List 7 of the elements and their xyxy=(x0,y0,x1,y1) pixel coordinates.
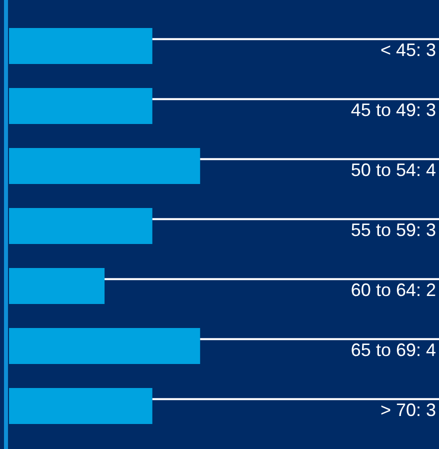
data-label: 50 to 54: 4 xyxy=(350,160,436,180)
data-label: 60 to 64: 2 xyxy=(350,280,436,300)
data-label: < 45: 3 xyxy=(380,40,436,60)
data-label: 65 to 69: 4 xyxy=(350,340,436,360)
data-label: 45 to 49: 3 xyxy=(350,100,436,120)
data-label: 55 to 59: 3 xyxy=(350,220,436,240)
data-label: > 70: 3 xyxy=(380,400,436,420)
